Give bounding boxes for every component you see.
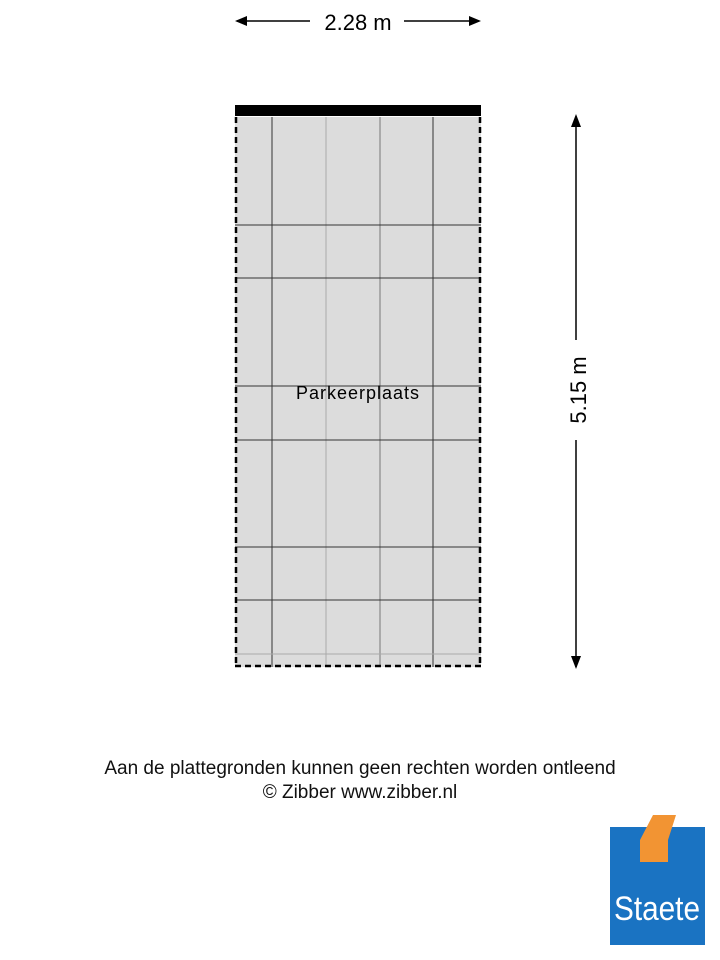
logo-text: Staete (614, 890, 700, 928)
height-dimension: 5.15 m (566, 114, 591, 669)
height-label: 5.15 m (566, 356, 591, 423)
wall (235, 105, 481, 116)
parking-space: Parkeerplaats (234, 105, 482, 668)
width-dimension: 2.28 m (235, 10, 481, 35)
disclaimer: Aan de plattegronden kunnen geen rechten… (104, 758, 616, 779)
width-label: 2.28 m (324, 10, 391, 35)
staete-logo: Staete (610, 815, 705, 945)
copyright: © Zibber www.zibber.nl (262, 782, 458, 803)
room-label: Parkeerplaats (296, 383, 420, 403)
